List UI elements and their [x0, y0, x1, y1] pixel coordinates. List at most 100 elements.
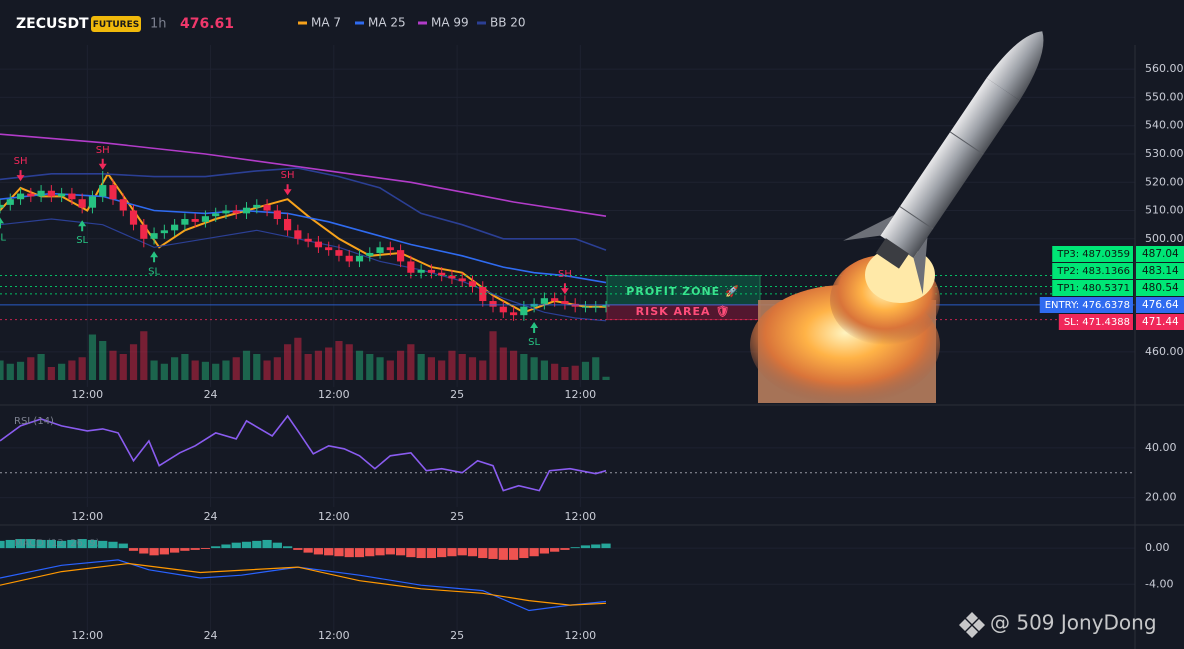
macd-bar	[5, 539, 15, 549]
volume-bar	[99, 341, 107, 380]
badge-bg	[91, 16, 141, 32]
macd-bar	[200, 548, 211, 549]
volume-bar	[530, 357, 538, 380]
volume-bar	[602, 376, 610, 380]
macd-bar	[15, 539, 26, 549]
badge: FUTURES	[93, 20, 139, 30]
volume-bar	[222, 360, 230, 380]
candle-body	[386, 247, 394, 251]
candle-body	[171, 224, 179, 231]
x-tick-label: 12:00	[564, 510, 596, 523]
macd-bar	[334, 548, 344, 557]
macd-bar	[190, 548, 200, 550]
y-tick-label: -4.00	[1145, 577, 1173, 590]
macd-bar	[118, 543, 128, 549]
candle-body	[78, 199, 86, 208]
indicator-line	[0, 167, 607, 251]
macd-bar	[570, 547, 580, 549]
swing-arrow	[16, 170, 25, 182]
candle-body	[294, 230, 302, 239]
candle-body	[314, 241, 323, 248]
macd-bar	[488, 548, 498, 559]
volume-bar	[581, 361, 590, 380]
interval: 1h	[150, 17, 167, 32]
legend-label: MA 7	[311, 16, 341, 30]
candle-body	[68, 193, 76, 200]
candle-body	[499, 306, 507, 313]
axis-tag-label: 476.64	[1142, 299, 1179, 311]
macd-bar	[46, 539, 56, 549]
macd-bar	[293, 548, 303, 550]
volume-bar	[181, 354, 189, 380]
macd-bar	[539, 548, 550, 554]
x-tick-label: 25	[450, 388, 464, 401]
volume-bar	[427, 357, 435, 380]
legend-label: BB 20	[490, 16, 526, 30]
level-tag	[1039, 297, 1133, 313]
macd-bar	[139, 548, 149, 554]
volume-bar	[242, 350, 251, 380]
y-tick-label: 460.00	[1145, 345, 1184, 358]
volume-bar	[304, 354, 312, 380]
y-tick-label: 500.00	[1145, 232, 1184, 245]
macd-bar	[262, 539, 272, 549]
level-tag	[1052, 263, 1133, 279]
axis-tag-label: 471.44	[1142, 316, 1179, 328]
swing-arrow	[530, 321, 539, 333]
volume-bar	[253, 354, 261, 380]
macd-bar	[180, 548, 190, 551]
x-tick-label: 12:00	[71, 629, 103, 642]
macd-bar	[437, 548, 447, 558]
volume-bar	[6, 363, 14, 380]
macd-bar	[221, 544, 231, 549]
volume-bar	[540, 360, 548, 380]
volume-bar	[366, 354, 374, 380]
macd-bar	[478, 548, 488, 559]
candle-body	[561, 301, 569, 304]
volume-bar	[78, 357, 86, 380]
macd-bar	[313, 548, 324, 555]
macd-bar	[241, 541, 252, 549]
volume-bar	[273, 357, 281, 380]
candle-body	[335, 250, 343, 256]
axis-tag	[1136, 280, 1184, 296]
level-tag	[1052, 280, 1133, 296]
volume-bar	[150, 360, 158, 380]
watermark-logo	[959, 612, 985, 638]
candle-body	[191, 219, 199, 222]
volume-bar	[212, 363, 220, 380]
volume-bar	[561, 367, 569, 380]
swing-label: SH	[281, 170, 295, 181]
macd-bar	[282, 546, 293, 549]
volume-bar	[489, 331, 497, 380]
macd-bar	[36, 539, 46, 549]
volume-bar	[376, 357, 384, 380]
legend-label: MA 25	[368, 16, 406, 30]
swing-label: SH	[96, 145, 110, 156]
y-tick-label: 550.00	[1145, 90, 1184, 103]
macd-bar	[57, 540, 67, 549]
macd-bar	[498, 548, 508, 560]
macd-line	[0, 562, 607, 606]
volume-bar	[0, 360, 4, 380]
swing-label: SL	[528, 337, 540, 348]
candle-body	[489, 301, 497, 307]
candle-body	[181, 219, 189, 225]
volume-bar	[417, 354, 425, 380]
volume-bar	[191, 360, 199, 380]
macd-bar	[560, 548, 570, 550]
level-label: ENTRY: 476.6378	[1045, 300, 1130, 311]
macd-bar	[395, 548, 406, 556]
y-tick-label: 560.00	[1145, 62, 1184, 75]
volume-bar	[201, 361, 210, 380]
rocket-illustration	[750, 31, 1044, 405]
volume-bar	[438, 360, 446, 380]
volume-bar	[284, 344, 292, 380]
volume-bar	[551, 363, 559, 380]
volume-bar	[345, 344, 353, 380]
swing-arrow	[150, 251, 159, 263]
macd-bar	[344, 548, 354, 558]
x-tick-label: 24	[204, 510, 218, 523]
macd-bar	[0, 540, 5, 549]
